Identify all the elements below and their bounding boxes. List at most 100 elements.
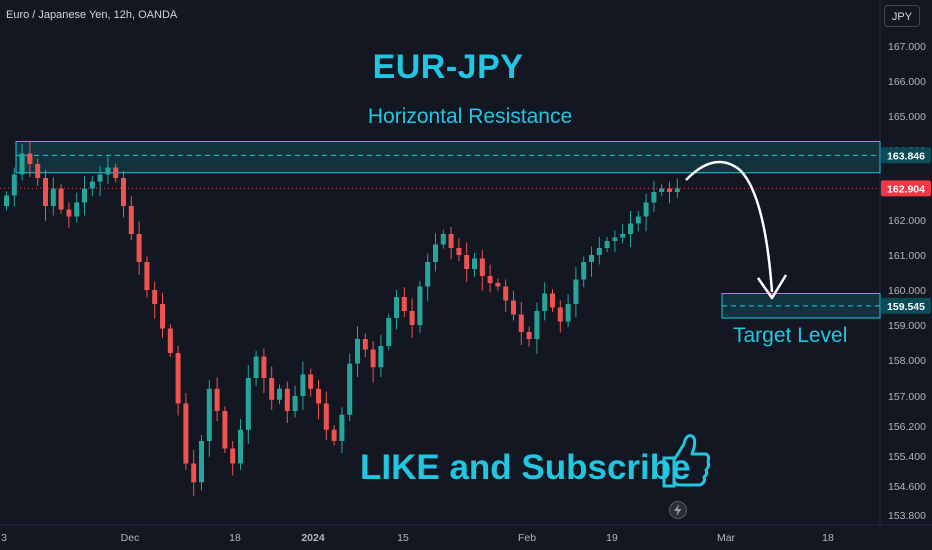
candle-body — [284, 388, 290, 411]
candle-body — [472, 258, 477, 269]
thumbs-up-icon — [662, 434, 711, 488]
candle-body — [479, 258, 485, 276]
candle-body — [323, 403, 329, 430]
candle-body — [113, 167, 119, 178]
candle-body — [643, 202, 649, 217]
x-tick-label: 15 — [397, 532, 409, 544]
candle-body — [596, 248, 602, 255]
candle-body — [183, 403, 189, 464]
candle-body — [370, 349, 376, 368]
candle-body — [518, 314, 524, 332]
candle-body — [394, 297, 399, 318]
candle-body — [425, 262, 431, 287]
x-tick-label: 18 — [822, 532, 834, 544]
y-tick-label: 159.000 — [888, 320, 926, 332]
candle-body — [97, 174, 103, 182]
currency-button[interactable]: JPY — [884, 5, 920, 27]
candle-body — [214, 388, 220, 411]
candle-body — [27, 153, 33, 164]
candle-body — [292, 396, 298, 411]
target-zone — [721, 293, 881, 319]
x-tick-label: Dec — [121, 532, 140, 544]
lightning-icon[interactable] — [668, 500, 688, 520]
candle-body — [277, 388, 282, 400]
candle-body — [495, 283, 501, 287]
target-price-label: 159.545 — [887, 301, 925, 313]
x-tick-label: Mar — [717, 532, 736, 544]
candle-body — [19, 153, 25, 175]
candle-body — [58, 188, 64, 210]
candle-body — [35, 164, 41, 178]
last-price-label-bg — [881, 180, 931, 197]
candle-body — [253, 356, 259, 378]
candle-body — [503, 286, 509, 301]
candle-body — [667, 188, 672, 192]
candle-body — [448, 234, 454, 248]
candle-body — [589, 255, 594, 262]
chart-title: EUR-JPY — [372, 48, 524, 86]
candle-body — [511, 300, 516, 315]
x-tick-label: 3 — [1, 532, 7, 544]
candle-body — [300, 374, 306, 396]
y-tick-label: 154.600 — [888, 481, 926, 493]
candle-body — [230, 448, 236, 464]
candle-body — [245, 378, 251, 430]
candle-body — [136, 234, 142, 262]
candle-body — [89, 181, 95, 189]
target-level-annotation: Target Level — [733, 324, 848, 347]
x-tick-label: 19 — [606, 532, 618, 544]
symbol-info: Euro / Japanese Yen, 12h, OANDA — [6, 9, 178, 21]
y-tick-label: 161.000 — [888, 250, 926, 262]
candle-body — [604, 241, 610, 248]
candle-body — [433, 244, 438, 262]
candle-body — [74, 202, 80, 217]
candle-body — [526, 332, 532, 339]
candle-body — [620, 234, 626, 238]
candle-body — [269, 378, 275, 400]
candle-body — [191, 463, 197, 483]
candle-body — [362, 339, 368, 350]
candle-body — [261, 356, 267, 378]
candle-body — [316, 388, 321, 404]
candle-body — [206, 388, 212, 441]
like-subscribe-text: LIKE and Subscribe — [360, 448, 691, 487]
candle-body — [144, 262, 150, 290]
forecast-arrowhead — [756, 274, 788, 300]
x-tick-label: Feb — [518, 532, 536, 544]
candle-body — [175, 353, 181, 404]
candle-body — [386, 318, 392, 346]
candle-body — [440, 234, 446, 245]
candle-body — [50, 188, 56, 206]
candle-body — [674, 188, 680, 192]
x-tick-label: 18 — [229, 532, 241, 544]
y-tick-label: 153.800 — [888, 510, 926, 522]
candle-body — [11, 174, 17, 196]
candle-body — [378, 346, 384, 368]
last-price-label: 162.904 — [887, 183, 925, 195]
forecast-arrow — [685, 160, 774, 293]
candle-body — [160, 304, 165, 329]
y-tick-label: 156.200 — [888, 421, 926, 433]
resistance-price-label-bg — [881, 147, 931, 164]
resistance-annotation: Horizontal Resistance — [367, 105, 573, 128]
y-tick-label: 160.000 — [888, 285, 926, 297]
candle-body — [355, 339, 360, 364]
candle-body — [43, 178, 48, 206]
y-tick-label: 166.000 — [888, 76, 926, 88]
candle-body — [542, 293, 548, 311]
candle-body — [128, 206, 134, 234]
candle-body — [464, 255, 470, 269]
candle-body — [199, 441, 204, 483]
x-tick-label: 2024 — [301, 532, 325, 544]
candle-body — [222, 411, 228, 449]
candle-body — [581, 262, 587, 280]
candle-body — [612, 237, 618, 241]
y-tick-label: 167.000 — [888, 41, 926, 53]
candle-body — [417, 286, 423, 325]
candle-body — [659, 188, 665, 192]
y-tick-label: 155.400 — [888, 451, 926, 463]
candle-body — [339, 414, 345, 441]
candle-body — [82, 188, 87, 203]
candle-body — [167, 328, 173, 353]
